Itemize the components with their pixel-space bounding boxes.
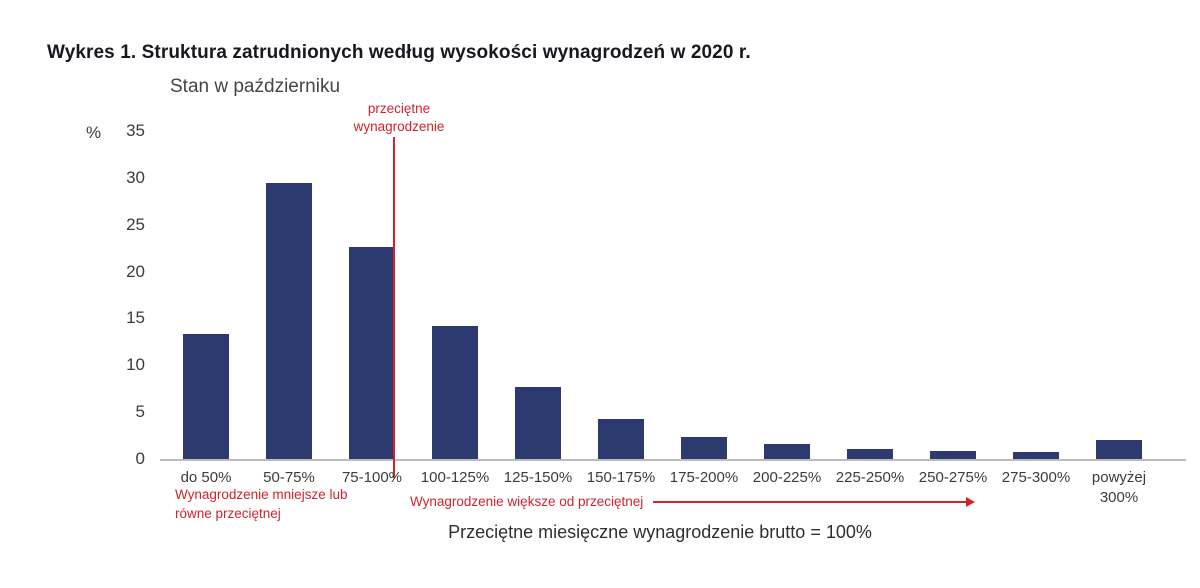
bar-9: [930, 450, 976, 459]
chart-title: Wykres 1. Struktura zatrudnionych według…: [47, 42, 751, 63]
y-tick-label: 25: [126, 214, 145, 234]
right-arrow-icon: [653, 496, 976, 507]
x-tick-label: 75-100%: [341, 469, 403, 486]
bar-5: [598, 418, 644, 459]
x-tick-label: 125-150%: [503, 469, 573, 486]
bar-11: [1096, 440, 1142, 459]
x-axis-caption: Przeciętne miesięczne wynagrodzenie brut…: [448, 522, 872, 542]
average-wage-label: przeciętne wynagrodzenie: [353, 101, 445, 134]
bar-10: [1013, 452, 1059, 459]
x-tick-label: 175-200%: [669, 469, 739, 486]
x-tick-label: 250-275%: [918, 469, 988, 486]
average-wage-reference-line: [393, 137, 395, 478]
y-tick-label: 10: [126, 355, 145, 375]
x-axis-line: [160, 459, 1186, 461]
y-tick-label: 30: [126, 167, 145, 187]
bar-1: [266, 183, 312, 459]
x-tick-label: do 50%: [180, 469, 232, 486]
y-tick-label: 15: [126, 308, 145, 328]
y-tick-label: 5: [135, 402, 145, 422]
x-tick-label: 150-175%: [586, 469, 656, 486]
bar-0: [183, 334, 229, 459]
y-tick-label: 0: [135, 449, 145, 468]
y-tick-label: 35: [126, 121, 145, 140]
x-tick-label: 100-125%: [420, 469, 490, 486]
x-tick-label: 225-250%: [835, 469, 905, 486]
above-average-note: Wynagrodzenie większe od przeciętnej: [410, 494, 976, 509]
y-tick-label: 20: [126, 261, 145, 281]
y-axis-unit-label: %: [86, 123, 102, 142]
x-tick-label: 200-225%: [752, 469, 822, 486]
x-tick-label: powyżej 300%: [1091, 469, 1147, 507]
chart-subtitle: Stan w październiku: [170, 76, 341, 97]
bar-7: [764, 444, 810, 459]
below-average-note: Wynagrodzenie mniejsze lub równe przecię…: [175, 487, 348, 521]
bar-4: [515, 386, 561, 459]
above-average-note-text: Wynagrodzenie większe od przeciętnej: [410, 494, 644, 509]
bar-3: [432, 325, 478, 459]
x-tick-label: 275-300%: [1001, 469, 1071, 486]
bar-2: [349, 247, 395, 459]
x-tick-label: 50-75%: [263, 469, 315, 486]
bar-6: [681, 436, 727, 459]
bar-8: [847, 448, 893, 459]
